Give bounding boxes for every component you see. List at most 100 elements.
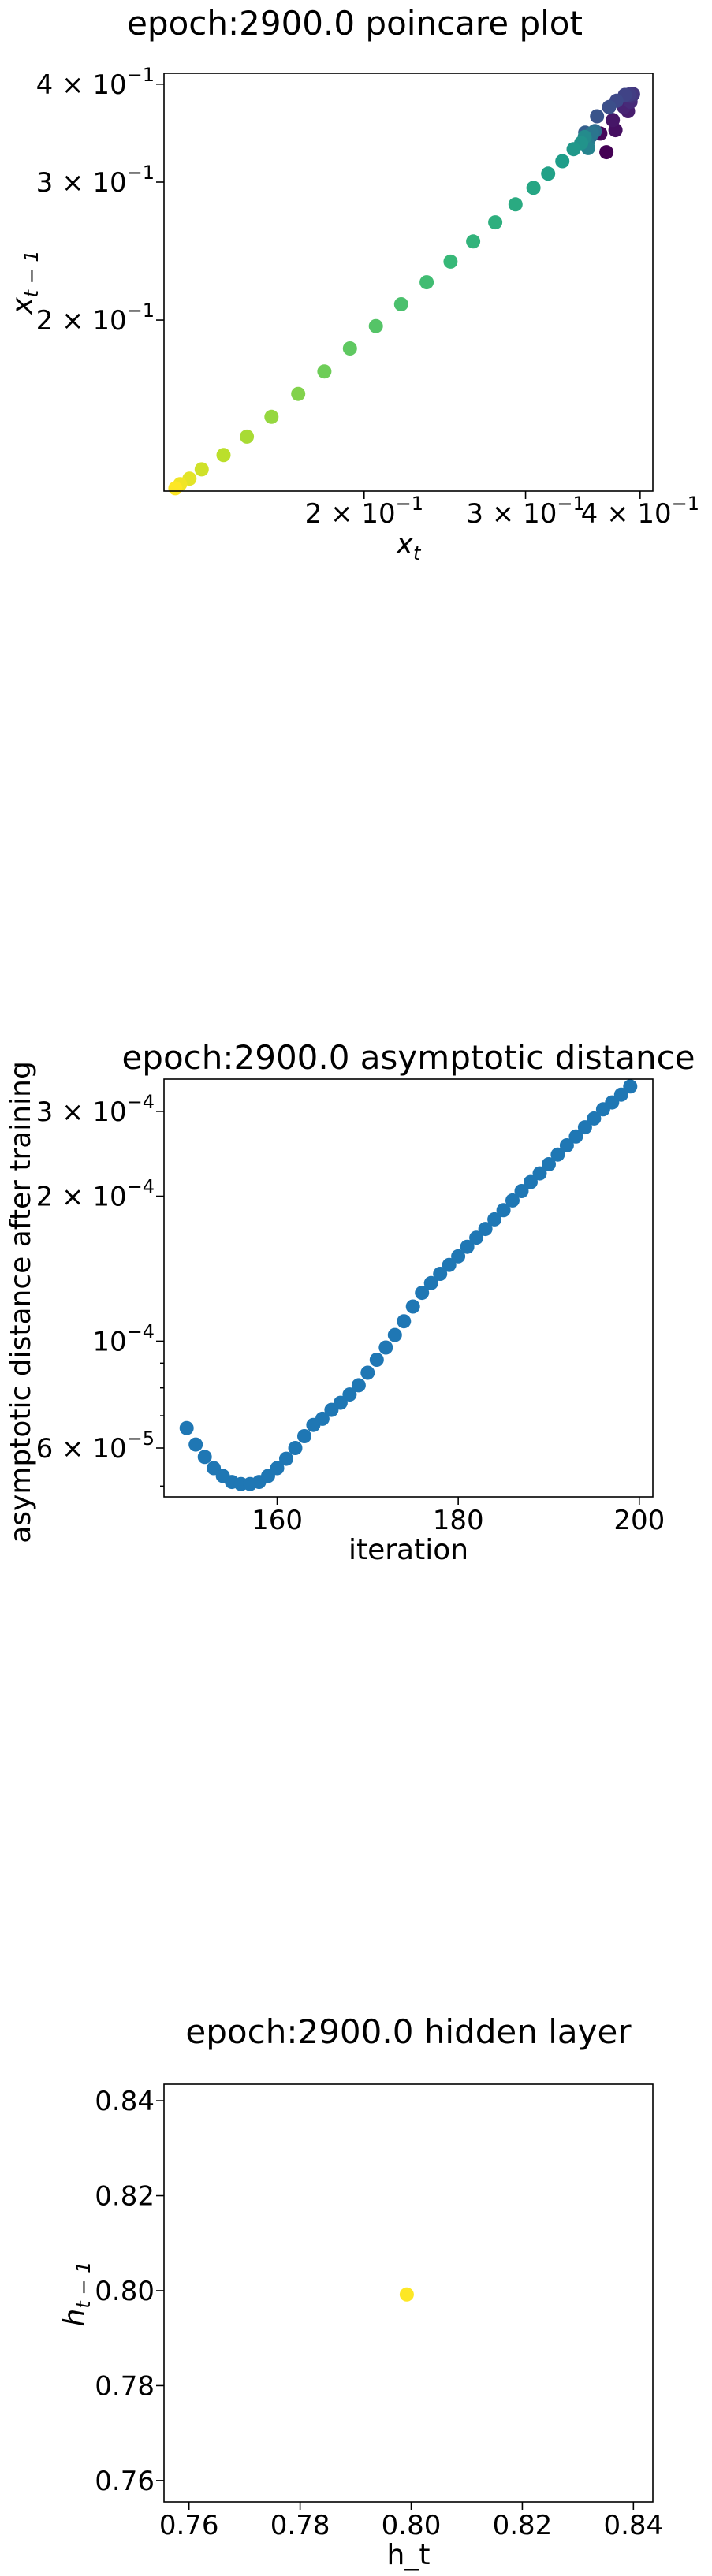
hidden-layer-y-tick-label: 0.80	[95, 2276, 155, 2307]
poincare-point	[393, 297, 408, 311]
asymptotic-point	[315, 1411, 330, 1426]
asymptotic-chart: epoch:2900.0 asymptotic distance 160 180 2…	[5, 1038, 695, 1566]
asymptotic-point	[559, 1138, 574, 1152]
asymptotic-x-tick-label: 180	[433, 1505, 484, 1536]
poincare-y-ticks: 2 × 10−1 3 × 10−1 4 × 10−1	[36, 64, 164, 337]
poincare-point	[194, 462, 209, 477]
asymptotic-point	[188, 1437, 203, 1452]
poincare-x-tick-label: 3 × 10−1	[466, 493, 584, 530]
asymptotic-point	[423, 1275, 438, 1290]
asymptotic-point	[197, 1450, 212, 1465]
asymptotic-points	[179, 1079, 638, 1491]
asymptotic-point	[288, 1441, 303, 1455]
asymptotic-title: epoch:2900.0 asymptotic distance	[121, 1038, 695, 1077]
poincare-x-ticks: 2 × 10−1 3 × 10−14 × 10−1	[305, 491, 699, 530]
asymptotic-point	[433, 1267, 448, 1281]
asymptotic-point	[514, 1184, 529, 1198]
asymptotic-point	[270, 1461, 285, 1476]
hidden-layer-points	[399, 2287, 414, 2302]
poincare-point	[599, 145, 614, 160]
poincare-points	[168, 87, 640, 496]
poincare-title: epoch:2900.0 poincare plot	[127, 4, 583, 43]
hidden-layer-x-tick-label: 0.84	[603, 2510, 663, 2541]
asymptotic-y-tick-label: 6 × 10−5	[36, 1428, 155, 1465]
poincare-point	[488, 215, 503, 230]
poincare-point	[168, 481, 183, 496]
hidden-layer-y-tick-label: 0.78	[95, 2370, 155, 2402]
hidden-layer-y-tick-label: 0.84	[95, 2086, 155, 2117]
asymptotic-point	[405, 1299, 420, 1314]
poincare-point	[216, 448, 231, 463]
svg-text:ht − 1: ht − 1	[58, 2261, 95, 2327]
asymptotic-point	[478, 1222, 493, 1237]
poincare-y-tick-label: 4 × 10−1	[36, 64, 155, 101]
poincare-x-axis-label: xt	[396, 528, 422, 564]
asymptotic-point	[613, 1087, 628, 1102]
poincare-point	[419, 275, 434, 290]
poincare-point	[526, 181, 541, 195]
asymptotic-x-tick-label: 200	[613, 1505, 665, 1536]
hidden-layer-x-axis-label: h_t	[387, 2539, 431, 2571]
asymptotic-point	[397, 1314, 412, 1329]
poincare-y-tick-label: 2 × 10−1	[36, 300, 155, 337]
asymptotic-point	[360, 1365, 375, 1380]
hidden-layer-point	[399, 2287, 414, 2302]
poincare-point	[466, 234, 481, 249]
asymptotic-point	[460, 1239, 475, 1254]
poincare-y-tick-label: 3 × 10−1	[36, 162, 155, 199]
asymptotic-point	[342, 1387, 357, 1402]
svg-text:xt: xt	[396, 528, 422, 564]
asymptotic-point	[587, 1111, 602, 1126]
asymptotic-point	[469, 1230, 484, 1245]
svg-text:xt − 1: xt − 1	[6, 250, 43, 315]
poincare-point	[606, 113, 621, 128]
poincare-point	[342, 341, 357, 356]
asymptotic-point	[351, 1378, 366, 1393]
poincare-x-tick-label: 2 × 10−1	[305, 493, 423, 530]
asymptotic-point	[577, 1120, 592, 1135]
poincare-y-axis-label: xt − 1	[6, 250, 43, 315]
asymptotic-point	[623, 1079, 638, 1094]
hidden-layer-x-tick-label: 0.78	[270, 2510, 330, 2541]
poincare-chart: epoch:2900.0 poincare plot 2 × 10−1 3 × 1…	[6, 4, 699, 564]
hidden-layer-title: epoch:2900.0 hidden layer	[185, 2012, 632, 2051]
asymptotic-point	[387, 1327, 402, 1342]
hidden-layer-chart: epoch:2900.0 hidden layer 0.76 0.78 0.80 0.…	[58, 2012, 663, 2571]
asymptotic-y-tick-label: 3 × 10−4	[36, 1091, 155, 1128]
hidden-layer-x-tick-label: 0.80	[382, 2510, 442, 2541]
hidden-layer-x-tick-label: 0.76	[159, 2510, 219, 2541]
poincare-point	[443, 254, 458, 269]
asymptotic-point	[369, 1353, 384, 1367]
poincare-plot-frame	[163, 73, 654, 492]
asymptotic-point	[550, 1147, 565, 1162]
poincare-point	[590, 109, 605, 124]
poincare-point	[240, 429, 255, 444]
asymptotic-point	[487, 1212, 502, 1227]
poincare-point	[541, 166, 556, 181]
asymptotic-point	[496, 1203, 511, 1218]
asymptotic-point	[297, 1429, 311, 1443]
hidden-layer-y-axis-label: ht − 1	[58, 2261, 95, 2327]
asymptotic-y-tick-label: 2 × 10−4	[36, 1176, 155, 1213]
asymptotic-point	[542, 1157, 556, 1171]
poincare-point	[291, 386, 306, 401]
poincare-point	[264, 409, 279, 424]
asymptotic-plot-frame	[163, 1078, 654, 1498]
asymptotic-x-axis-label: iteration	[349, 1534, 468, 1566]
poincare-point	[602, 99, 617, 114]
asymptotic-point	[524, 1174, 538, 1189]
asymptotic-point	[333, 1395, 348, 1410]
asymptotic-y-axis-label: asymptotic distance after training	[5, 1061, 37, 1543]
asymptotic-point	[505, 1193, 520, 1208]
asymptotic-point	[568, 1129, 583, 1144]
poincare-point	[555, 154, 570, 169]
asymptotic-y-ticks: 6 × 10−5 10−4 2 × 10−4 3 × 10−4	[36, 1091, 164, 1487]
hidden-layer-x-tick-label: 0.82	[493, 2510, 553, 2541]
poincare-point	[368, 318, 383, 333]
asymptotic-point	[179, 1420, 194, 1435]
hidden-layer-y-tick-label: 0.82	[95, 2181, 155, 2213]
poincare-point	[508, 197, 523, 212]
asymptotic-point	[442, 1257, 457, 1272]
hidden-layer-x-ticks: 0.76 0.78 0.80 0.82 0.84	[159, 2502, 663, 2541]
